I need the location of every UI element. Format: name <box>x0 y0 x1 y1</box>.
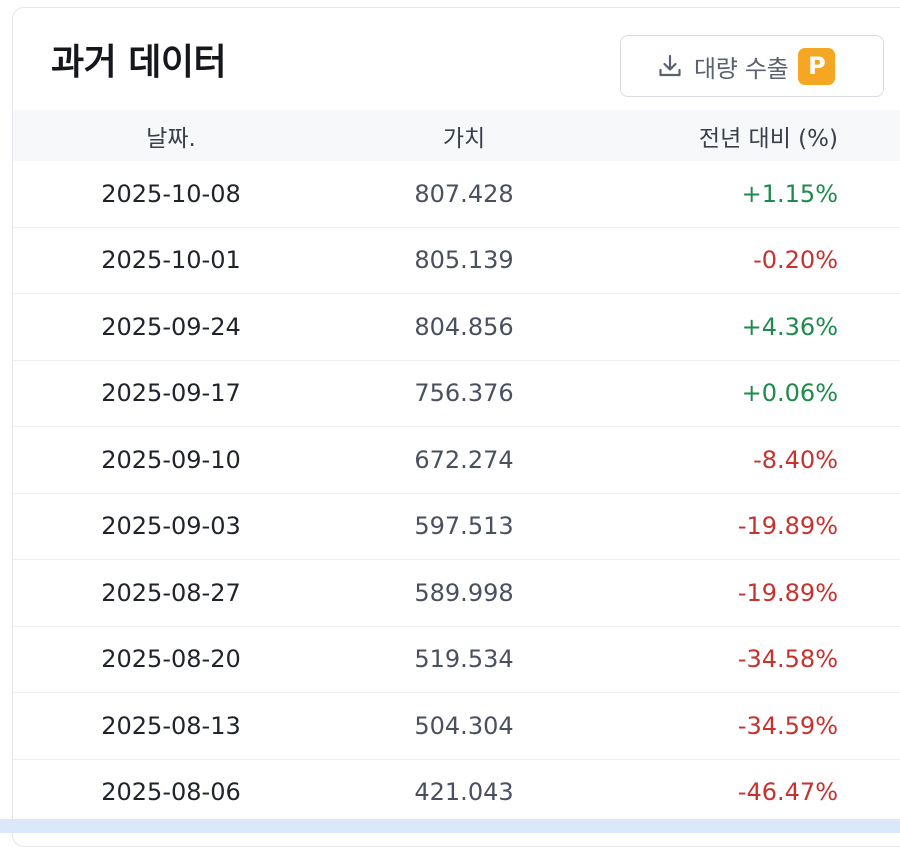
table-row: 2025-08-27 589.998 -19.89% <box>13 560 900 627</box>
cell-value: 597.513 <box>414 512 514 541</box>
table-row: 2025-09-03 597.513 -19.89% <box>13 494 900 560</box>
cell-value: 504.304 <box>414 711 514 740</box>
table-body: 2025-10-08 807.428 +1.15% 2025-10-01 805.139… <box>13 161 900 826</box>
cell-yoy-change: +4.36% <box>741 312 838 341</box>
cell-yoy-change: +0.06% <box>741 379 838 408</box>
cell-date: 2025-10-08 <box>101 179 241 208</box>
table-row: 2025-09-10 672.274 -8.40% <box>13 427 900 494</box>
card-title: 과거 데이터 <box>51 42 227 83</box>
cell-date: 2025-08-27 <box>101 578 241 607</box>
historical-data-card: 과거 데이터 대량 수출 P 날짜. 가치 전년 대비 (%) 2025-10-… <box>12 7 900 847</box>
header-value[interactable]: 가치 <box>442 125 486 152</box>
table-row: 2025-08-20 519.534 -34.58% <box>13 627 900 693</box>
cell-yoy-change: +1.15% <box>741 179 838 208</box>
cell-date: 2025-08-20 <box>101 645 241 674</box>
cell-yoy-change: -0.20% <box>753 246 838 275</box>
cell-date: 2025-08-06 <box>101 778 241 807</box>
table-row: 2025-10-08 807.428 +1.15% <box>13 161 900 228</box>
bottom-highlight-strip <box>0 819 900 833</box>
cell-value: 807.428 <box>414 179 514 208</box>
cell-date: 2025-10-01 <box>101 246 241 275</box>
bulk-export-button[interactable]: 대량 수출 P <box>620 35 884 97</box>
cell-yoy-change: -34.59% <box>737 711 838 740</box>
table-header: 날짜. 가치 전년 대비 (%) <box>13 110 900 161</box>
cell-date: 2025-09-03 <box>101 512 241 541</box>
header-date[interactable]: 날짜. <box>146 125 196 152</box>
cell-yoy-change: -19.89% <box>737 512 838 541</box>
header-yoy-change[interactable]: 전년 대비 (%) <box>698 125 838 152</box>
cell-yoy-change: -46.47% <box>737 778 838 807</box>
cell-yoy-change: -19.89% <box>737 578 838 607</box>
cell-date: 2025-09-10 <box>101 445 241 474</box>
historical-data-table: 날짜. 가치 전년 대비 (%) 2025-10-08 807.428 +1.15%… <box>13 110 900 826</box>
cell-value: 756.376 <box>414 379 514 408</box>
table-row: 2025-08-06 421.043 -46.47% <box>13 760 900 826</box>
cell-value: 804.856 <box>414 312 514 341</box>
bulk-export-label: 대량 수출 <box>694 54 789 83</box>
cell-value: 519.534 <box>414 645 514 674</box>
cell-date: 2025-09-17 <box>101 379 241 408</box>
table-row: 2025-09-24 804.856 +4.36% <box>13 294 900 361</box>
pro-badge: P <box>798 47 836 85</box>
cell-yoy-change: -34.58% <box>737 645 838 674</box>
cell-value: 421.043 <box>414 778 514 807</box>
download-icon <box>657 53 683 79</box>
cell-date: 2025-09-24 <box>101 312 241 341</box>
table-row: 2025-08-13 504.304 -34.59% <box>13 693 900 760</box>
cell-yoy-change: -8.40% <box>753 445 838 474</box>
table-row: 2025-10-01 805.139 -0.20% <box>13 228 900 294</box>
cell-value: 805.139 <box>414 246 514 275</box>
cell-value: 589.998 <box>414 578 514 607</box>
cell-date: 2025-08-13 <box>101 711 241 740</box>
table-row: 2025-09-17 756.376 +0.06% <box>13 361 900 427</box>
cell-value: 672.274 <box>414 445 514 474</box>
